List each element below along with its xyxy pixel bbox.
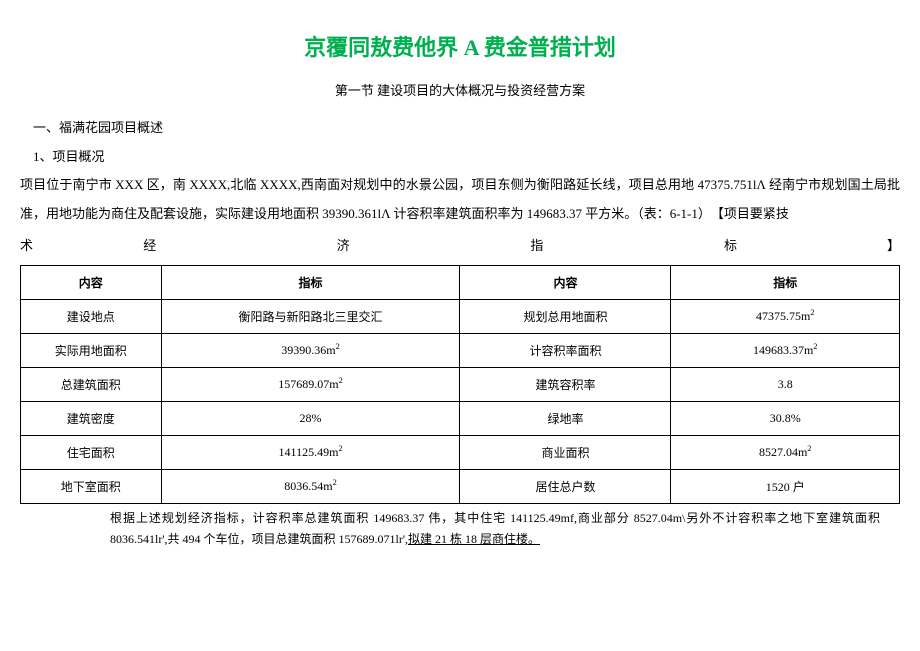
table-header: 内容	[21, 265, 162, 299]
table-row: 住宅面积 141125.49m2 商业面积 8527.04m2	[21, 435, 900, 469]
heading-level-1: 一、福满花园项目概述	[20, 117, 900, 136]
table-cell: 30.8%	[671, 401, 900, 435]
table-cell: 157689.07m2	[161, 367, 460, 401]
spread-text-line: 术 经 济 指 标 】	[20, 232, 900, 261]
table-header: 指标	[161, 265, 460, 299]
table-cell: 总建筑面积	[21, 367, 162, 401]
table-cell: 建筑容积率	[460, 367, 671, 401]
table-cell: 28%	[161, 401, 460, 435]
heading-level-2: 1、项目概况	[20, 146, 900, 165]
table-cell: 计容积率面积	[460, 333, 671, 367]
spread-char: 】	[887, 232, 900, 261]
section-subtitle: 第一节 建设项目的大体概况与投资经营方案	[20, 80, 900, 99]
table-footnote: 根据上述规划经济指标，计容积率总建筑面积 149683.37 伟，其中住宅 14…	[20, 508, 900, 551]
body-paragraph: 项目位于南宁市 XXX 区，南 XXXX,北临 XXXX,西南面对规划中的水景公…	[20, 171, 900, 228]
table-row: 实际用地面积 39390.36m2 计容积率面积 149683.37m2	[21, 333, 900, 367]
spread-char: 术	[20, 232, 143, 261]
table-header: 指标	[671, 265, 900, 299]
table-header: 内容	[460, 265, 671, 299]
table-cell: 商业面积	[460, 435, 671, 469]
table-cell: 8036.54m2	[161, 469, 460, 503]
table-row: 建筑密度 28% 绿地率 30.8%	[21, 401, 900, 435]
table-cell: 149683.37m2	[671, 333, 900, 367]
table-cell: 8527.04m2	[671, 435, 900, 469]
spread-char: 指	[530, 232, 724, 261]
table-body: 建设地点 衡阳路与新阳路北三里交汇 规划总用地面积 47375.75m2 实际用…	[21, 299, 900, 503]
table-cell: 建筑密度	[21, 401, 162, 435]
table-cell: 141125.49m2	[161, 435, 460, 469]
table-cell: 住宅面积	[21, 435, 162, 469]
table-cell: 建设地点	[21, 299, 162, 333]
table-row: 地下室面积 8036.54m2 居住总户数 1520 户	[21, 469, 900, 503]
table-cell: 绿地率	[460, 401, 671, 435]
spread-char: 济	[337, 232, 531, 261]
footnote-underline: 拟建 21 栋 18 层商住楼。	[408, 532, 540, 546]
table-cell: 居住总户数	[460, 469, 671, 503]
table-cell: 衡阳路与新阳路北三里交汇	[161, 299, 460, 333]
table-cell: 47375.75m2	[671, 299, 900, 333]
table-header-row: 内容 指标 内容 指标	[21, 265, 900, 299]
table-cell: 规划总用地面积	[460, 299, 671, 333]
table-cell: 地下室面积	[21, 469, 162, 503]
table-cell: 实际用地面积	[21, 333, 162, 367]
table-row: 建设地点 衡阳路与新阳路北三里交汇 规划总用地面积 47375.75m2	[21, 299, 900, 333]
table-cell: 3.8	[671, 367, 900, 401]
spread-char: 标	[724, 232, 887, 261]
spread-char: 经	[143, 232, 337, 261]
table-row: 总建筑面积 157689.07m2 建筑容积率 3.8	[21, 367, 900, 401]
page-title: 京覆同敖费他界 A 费金普措计划	[20, 30, 900, 62]
table-cell: 1520 户	[671, 469, 900, 503]
indicators-table: 内容 指标 内容 指标 建设地点 衡阳路与新阳路北三里交汇 规划总用地面积 47…	[20, 265, 900, 504]
table-cell: 39390.36m2	[161, 333, 460, 367]
